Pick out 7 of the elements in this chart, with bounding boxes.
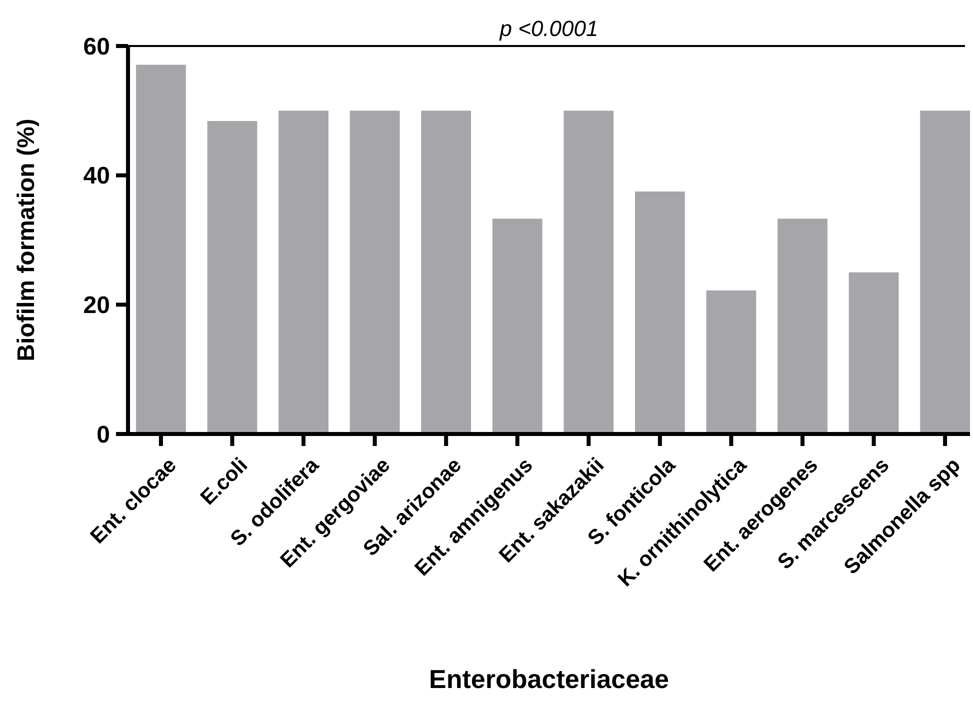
ref-line-label: p <0.0001	[498, 16, 598, 41]
y-tick-label: 40	[83, 162, 110, 190]
y-tick-label: 0	[96, 421, 110, 448]
y-axis-title: Biofilm formation (%)	[13, 118, 40, 362]
x-axis-title: Enterobacteriaceae	[429, 664, 669, 694]
y-tick-label: 60	[83, 33, 110, 60]
y-tick-label: 20	[83, 292, 110, 320]
